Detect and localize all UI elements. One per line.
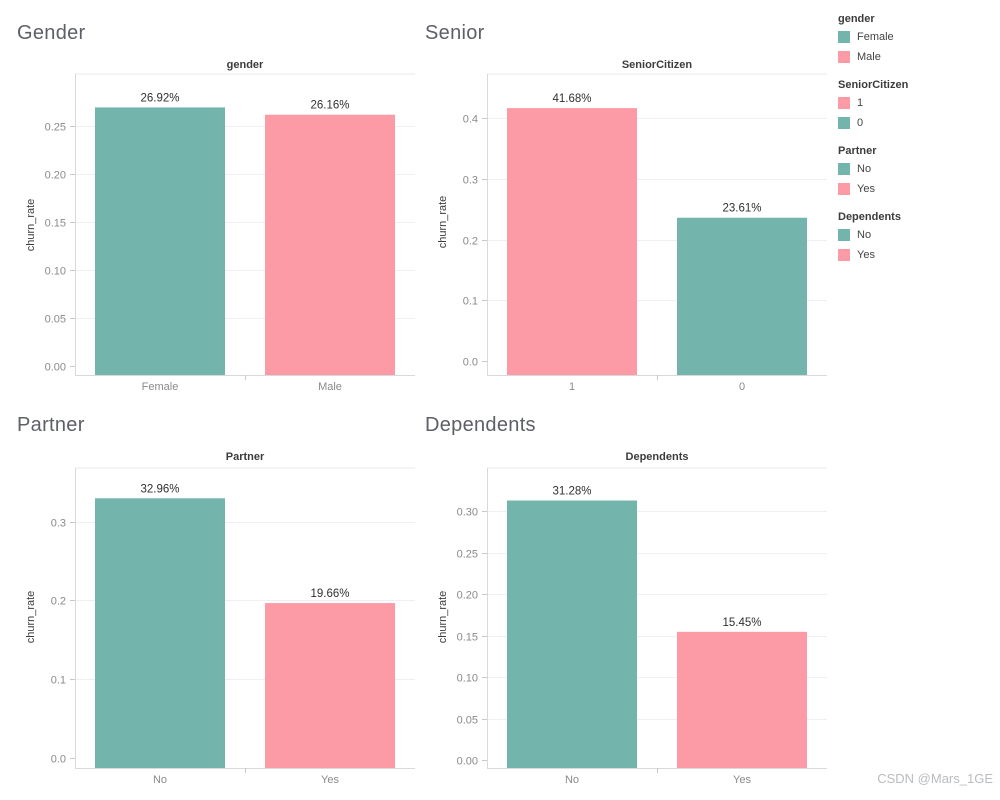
x-tick-label-gender: Female [142, 381, 179, 393]
legend-item-dependents-no[interactable]: No [838, 225, 998, 245]
y-tick-label-gender: 0.20 [45, 170, 66, 182]
y-tick-label-dependents: 0.15 [457, 632, 478, 644]
legend-group-partner: Partner No Yes [838, 143, 998, 199]
legend-group-title: Partner [838, 145, 877, 157]
panel-title-partner: Partner [17, 414, 85, 436]
legend-item-partner-yes[interactable]: Yes [838, 179, 998, 199]
bar-partner-no[interactable] [95, 498, 225, 768]
bar-value-label-senior: 23.61% [722, 203, 761, 215]
legend-item-seniorcitizen-0[interactable]: 0 [838, 113, 998, 133]
bar-value-label-gender: 26.92% [140, 92, 179, 104]
watermark: CSDN @Mars_1GE [877, 771, 993, 786]
legend-group-gender: gender Female Male [838, 11, 998, 67]
legend-swatch [838, 117, 850, 129]
y-tick-label-senior: 0.3 [463, 175, 478, 187]
y-tick-label-gender: 0.10 [45, 266, 66, 278]
legend-swatch [838, 31, 850, 43]
legend-item-gender-female[interactable]: Female [838, 27, 998, 47]
bar-gender-male[interactable] [265, 114, 395, 375]
y-tick-label-partner: 0.1 [51, 675, 66, 687]
column-field-label-partner: Partner [225, 451, 265, 463]
bar-value-label-partner: 19.66% [310, 588, 349, 600]
panel-title-dependents: Dependents [425, 414, 536, 436]
bar-senior-0[interactable] [677, 217, 807, 375]
legend-group-dependents: Dependents No Yes [838, 209, 998, 265]
legend-item-seniorcitizen-1[interactable]: 1 [838, 93, 998, 113]
legend-swatch [838, 163, 850, 175]
y-tick-label-dependents: 0.25 [457, 549, 478, 561]
y-tick-label-dependents: 0.00 [457, 756, 478, 768]
bar-dependents-yes[interactable] [677, 631, 807, 768]
x-tick-label-partner: Yes [321, 774, 339, 786]
bar-value-label-senior: 41.68% [552, 93, 591, 105]
legend: gender Female Male SeniorCitizen 1 0 Partner No… [838, 11, 998, 275]
legend-item-label: Yes [857, 183, 875, 195]
y-tick-label-partner: 0.2 [51, 596, 66, 608]
legend-group-title: Dependents [838, 211, 901, 223]
legend-swatch [838, 51, 850, 63]
legend-item-label: Male [857, 51, 881, 63]
legend-item-label: 0 [857, 117, 864, 129]
bar-value-label-partner: 32.96% [140, 483, 179, 495]
y-tick-label-partner: 0.0 [51, 754, 66, 766]
bar-gender-female[interactable] [95, 107, 225, 375]
legend-item-label: Yes [857, 249, 875, 261]
bar-partner-yes[interactable] [265, 603, 395, 768]
x-tick-label-gender: Male [318, 381, 342, 393]
bar-dependents-no[interactable] [507, 500, 637, 768]
x-tick-label-partner: No [153, 774, 167, 786]
y-tick-label-dependents: 0.10 [457, 673, 478, 685]
y-tick-label-senior: 0.0 [463, 357, 478, 369]
y-tick-label-dependents: 0.30 [457, 507, 478, 519]
y-tick-label-senior: 0.2 [463, 236, 478, 248]
legend-item-label: Female [857, 31, 894, 43]
y-tick-label-dependents: 0.20 [457, 590, 478, 602]
bar-value-label-dependents: 31.28% [552, 486, 591, 498]
bar-senior-1[interactable] [507, 108, 637, 375]
x-tick-label-dependents: Yes [733, 774, 751, 786]
x-tick-label-dependents: No [565, 774, 579, 786]
x-tick-label-senior: 0 [739, 381, 745, 393]
legend-swatch [838, 97, 850, 109]
y-tick-label-dependents: 0.05 [457, 715, 478, 727]
y-tick-label-gender: 0.05 [45, 314, 66, 326]
legend-item-gender-male[interactable]: Male [838, 47, 998, 67]
legend-group-title: gender [838, 13, 875, 25]
y-tick-label-senior: 0.4 [463, 114, 478, 126]
legend-swatch [838, 249, 850, 261]
legend-item-label: 1 [857, 97, 864, 109]
panel-title-senior: Senior [425, 22, 485, 44]
y-tick-label-gender: 0.15 [45, 218, 66, 230]
legend-item-partner-no[interactable]: No [838, 159, 998, 179]
y-tick-label-senior: 0.1 [463, 296, 478, 308]
legend-item-label: No [857, 163, 872, 175]
column-field-label-seniorcitizen: SeniorCitizen [621, 59, 693, 71]
y-tick-label-partner: 0.3 [51, 518, 66, 530]
legend-item-dependents-yes[interactable]: Yes [838, 245, 998, 265]
bar-value-label-dependents: 15.45% [722, 617, 761, 629]
panel-title-gender: Gender [17, 22, 86, 44]
legend-item-label: No [857, 229, 872, 241]
y-tick-label-gender: 0.25 [45, 122, 66, 134]
legend-group-seniorcitizen: SeniorCitizen 1 0 [838, 77, 998, 133]
legend-swatch [838, 229, 850, 241]
column-field-label-dependents: Dependents [625, 451, 689, 463]
legend-group-title: SeniorCitizen [838, 79, 909, 91]
column-field-label-gender: gender [226, 59, 264, 71]
legend-swatch [838, 183, 850, 195]
x-tick-label-senior: 1 [569, 381, 575, 393]
y-tick-label-gender: 0.00 [45, 362, 66, 374]
bar-value-label-gender: 26.16% [310, 100, 349, 112]
